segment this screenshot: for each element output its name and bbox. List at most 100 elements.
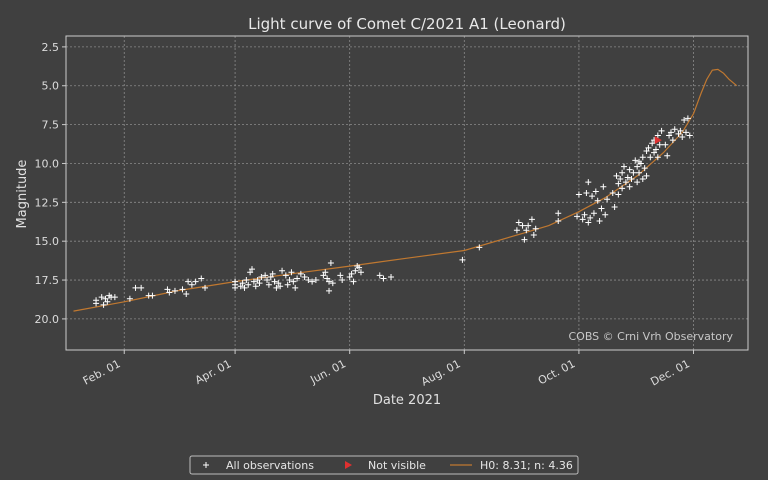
observation-point <box>664 152 671 159</box>
observation-point <box>624 174 631 181</box>
observation-point <box>322 269 329 276</box>
observation-point <box>250 278 257 285</box>
legend-plus-marker <box>203 462 209 468</box>
y-tick-label: 2.5 <box>42 41 60 54</box>
observation-point <box>630 169 637 176</box>
observation-point <box>179 286 186 293</box>
observation-point <box>662 141 669 148</box>
observation-point <box>269 270 276 277</box>
observation-point <box>628 176 635 183</box>
not-visible-markers <box>654 136 662 145</box>
observation-point <box>513 227 520 234</box>
observation-point <box>171 287 178 294</box>
observation-point <box>357 269 364 276</box>
observation-point <box>111 294 118 301</box>
observation-point <box>626 166 633 173</box>
observations <box>93 115 693 308</box>
observation-point <box>329 280 336 287</box>
legend-label-not-visible: Not visible <box>368 459 426 472</box>
observation-point <box>532 225 539 232</box>
observation-point <box>523 227 530 234</box>
observation-point <box>100 301 107 308</box>
observation-point <box>247 269 254 276</box>
observation-point <box>639 154 646 161</box>
observation-point <box>645 144 652 151</box>
plot-frame <box>65 35 749 351</box>
observation-point <box>626 183 633 190</box>
observation-point <box>352 267 359 274</box>
observation-point <box>634 179 641 186</box>
observation-point <box>515 219 522 226</box>
observation-point <box>149 292 156 299</box>
legend-triangle-marker <box>345 461 352 469</box>
observation-point <box>667 129 674 136</box>
observation-point <box>292 284 299 291</box>
observation-point <box>183 291 190 298</box>
watermark: COBS © Crni Vrh Observatory <box>568 330 733 343</box>
observation-point <box>587 214 594 221</box>
observation-point <box>290 278 297 285</box>
observation-point <box>239 280 246 287</box>
observation-point <box>241 284 248 291</box>
observation-point <box>164 286 171 293</box>
y-tick-label: 7.5 <box>42 119 60 132</box>
observation-point <box>294 275 301 282</box>
legend: All observations Not visible H0: 8.31; n… <box>189 455 579 475</box>
observation-point <box>679 134 686 141</box>
observation-point <box>271 278 278 285</box>
observation-point <box>282 272 289 279</box>
observation-point <box>301 273 308 280</box>
observation-point <box>589 193 596 200</box>
observation-point <box>575 191 582 198</box>
observation-point <box>93 297 100 304</box>
x-axis-label: Date 2021 <box>373 393 441 408</box>
observation-point <box>632 157 639 164</box>
observation-point <box>613 172 620 179</box>
observation-point <box>677 127 684 134</box>
observation-point <box>232 284 239 291</box>
observation-point <box>651 149 658 156</box>
observation-point <box>237 283 244 290</box>
observation-point <box>604 196 611 203</box>
observation-point <box>671 126 678 133</box>
observation-point <box>654 132 661 139</box>
observation-point <box>326 287 333 294</box>
observation-point <box>337 272 344 279</box>
observation-point <box>166 289 173 296</box>
observation-point <box>305 277 312 284</box>
observation-point <box>324 275 331 282</box>
observation-point <box>647 154 654 161</box>
observation-point <box>459 256 466 263</box>
y-tick-label: 20.0 <box>35 313 60 326</box>
observation-point <box>619 185 626 192</box>
observation-point <box>585 179 592 186</box>
observation-point <box>326 278 333 285</box>
observation-point <box>275 280 282 287</box>
observation-point <box>243 277 250 284</box>
observation-point <box>555 210 562 217</box>
observation-point <box>590 210 597 217</box>
observation-point <box>350 278 357 285</box>
observation-point <box>619 169 626 176</box>
observation-point <box>643 172 650 179</box>
observation-point <box>521 236 528 243</box>
observation-point <box>388 273 395 280</box>
y-tick-label: 15.0 <box>35 235 60 248</box>
y-tick-label: 10.0 <box>35 157 60 170</box>
observation-point <box>555 217 562 224</box>
observation-point <box>530 231 537 238</box>
observation-point <box>262 272 269 279</box>
legend-label-model: H0: 8.31; n: 4.36 <box>480 459 573 472</box>
observation-point <box>643 148 650 155</box>
observation-point <box>320 272 327 279</box>
observation-point <box>284 281 291 288</box>
observation-point <box>267 273 274 280</box>
observation-point <box>528 216 535 223</box>
observation-point <box>348 270 355 277</box>
observation-point <box>652 146 659 153</box>
not-visible-point <box>654 136 662 145</box>
observation-point <box>596 217 603 224</box>
observation-point <box>600 183 607 190</box>
observation-point <box>617 176 624 183</box>
